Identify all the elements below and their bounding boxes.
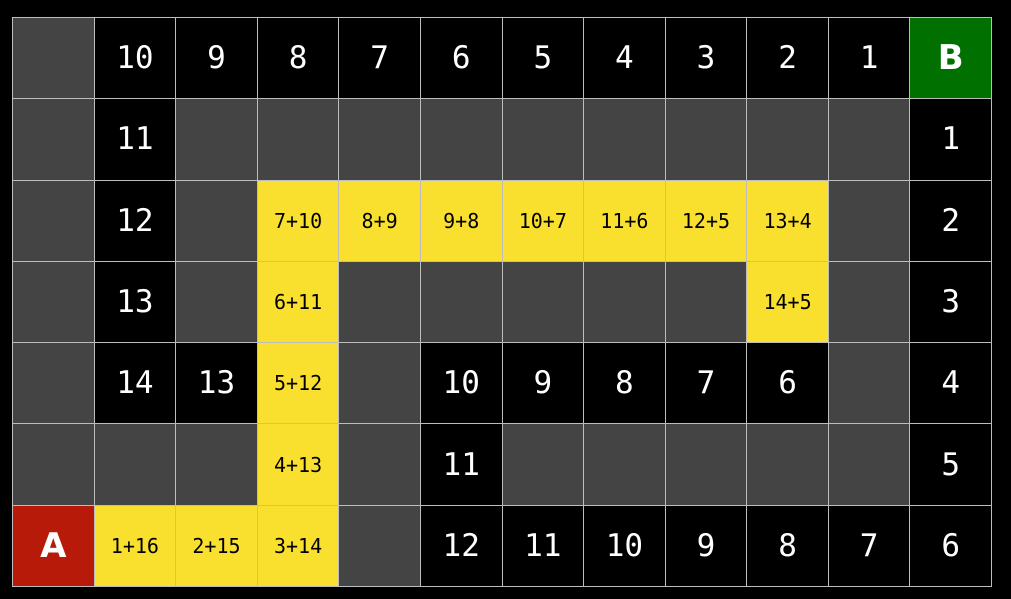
wall-cell — [13, 261, 95, 344]
path-cell: 5+12 — [257, 343, 340, 425]
wall-cell — [257, 99, 340, 181]
wall-cell — [828, 180, 911, 262]
distance-cell: 6 — [747, 343, 829, 425]
distance-cell: 11 — [502, 505, 585, 587]
wall-cell — [13, 424, 95, 506]
distance-cell: 10 — [94, 18, 177, 100]
distance-cell: 10 — [420, 343, 503, 425]
wall-cell — [747, 99, 829, 181]
distance-cell: 7 — [339, 18, 421, 100]
wall-cell — [176, 261, 258, 344]
distance-cell: 2 — [747, 18, 829, 100]
distance-cell: 14 — [94, 343, 177, 425]
distance-cell: 6 — [910, 505, 992, 587]
wall-cell — [747, 424, 829, 506]
distance-cell: 1 — [910, 99, 992, 181]
wall-cell — [339, 424, 421, 506]
distance-cell: 8 — [584, 343, 666, 425]
distance-cell: 2 — [910, 180, 992, 262]
wall-cell — [13, 99, 95, 181]
path-cell: 1+16 — [94, 505, 177, 587]
path-cell: 11+6 — [584, 180, 666, 262]
path-cell: 13+4 — [747, 180, 829, 262]
wall-cell — [502, 424, 585, 506]
distance-cell: 9 — [665, 505, 748, 587]
path-cell: 6+11 — [257, 261, 340, 344]
wall-cell — [502, 261, 585, 344]
path-cell: 7+10 — [257, 180, 340, 262]
goal-cell-b: B — [910, 18, 992, 100]
distance-cell: 4 — [584, 18, 666, 100]
maze-grid: 10 9 8 7 6 5 4 3 2 1 B 11 1 12 7+10 8+9 9+8 10+7 11+6 12+5 1… — [12, 17, 992, 587]
path-cell: 10+7 — [502, 180, 585, 262]
distance-cell: 9 — [502, 343, 585, 425]
wall-cell — [584, 261, 666, 344]
distance-cell: 6 — [420, 18, 503, 100]
distance-cell: 13 — [176, 343, 258, 425]
wall-cell — [420, 99, 503, 181]
wall-cell — [339, 261, 421, 344]
distance-cell: 4 — [910, 343, 992, 425]
distance-cell: 3 — [665, 18, 748, 100]
wall-cell — [420, 261, 503, 344]
path-cell: 9+8 — [420, 180, 503, 262]
distance-cell: 7 — [665, 343, 748, 425]
wall-cell — [665, 261, 748, 344]
distance-cell: 8 — [747, 505, 829, 587]
distance-cell: 12 — [94, 180, 177, 262]
distance-cell: 8 — [257, 18, 340, 100]
wall-cell — [13, 180, 95, 262]
distance-cell: 3 — [910, 261, 992, 344]
wall-cell — [339, 343, 421, 425]
wall-cell — [339, 99, 421, 181]
path-cell: 8+9 — [339, 180, 421, 262]
wall-cell — [94, 424, 177, 506]
wall-cell — [828, 261, 911, 344]
wall-cell — [828, 343, 911, 425]
distance-cell: 5 — [910, 424, 992, 506]
distance-cell: 12 — [420, 505, 503, 587]
wall-cell — [828, 424, 911, 506]
distance-cell: 7 — [828, 505, 911, 587]
distance-cell: 13 — [94, 261, 177, 344]
distance-cell: 1 — [828, 18, 911, 100]
wall-cell — [665, 424, 748, 506]
path-cell: 14+5 — [747, 261, 829, 344]
wall-cell — [339, 505, 421, 587]
wall-cell — [176, 180, 258, 262]
wall-cell — [176, 424, 258, 506]
distance-cell: 9 — [176, 18, 258, 100]
wall-cell — [665, 99, 748, 181]
wall-cell — [584, 424, 666, 506]
wall-cell — [13, 18, 95, 100]
start-cell-a: A — [13, 505, 95, 587]
wall-cell — [584, 99, 666, 181]
path-cell: 4+13 — [257, 424, 340, 506]
path-cell: 2+15 — [176, 505, 258, 587]
distance-cell: 11 — [94, 99, 177, 181]
wall-cell — [176, 99, 258, 181]
wall-cell — [828, 99, 911, 181]
path-cell: 3+14 — [257, 505, 340, 587]
wall-cell — [502, 99, 585, 181]
distance-cell: 10 — [584, 505, 666, 587]
distance-cell: 11 — [420, 424, 503, 506]
path-cell: 12+5 — [665, 180, 748, 262]
distance-cell: 5 — [502, 18, 585, 100]
wall-cell — [13, 343, 95, 425]
